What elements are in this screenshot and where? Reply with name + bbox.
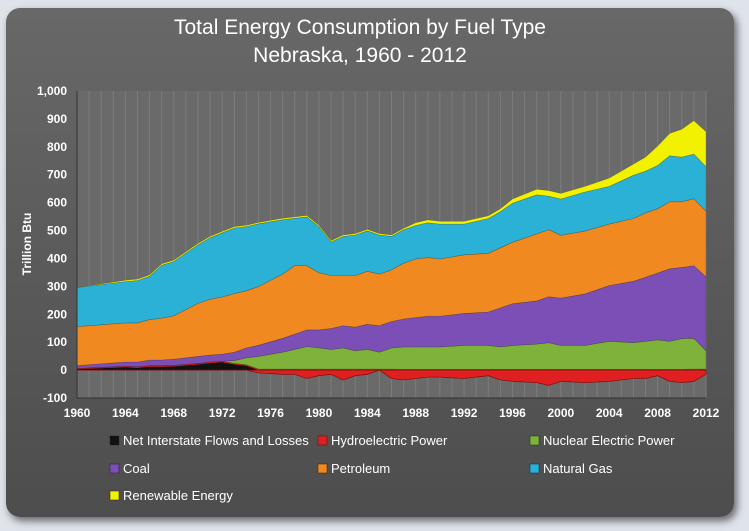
x-tick-label: 1980 — [306, 406, 333, 420]
y-tick-label: 1,000 — [37, 84, 67, 98]
y-tick-label: -100 — [43, 391, 67, 405]
legend-swatch — [317, 463, 328, 474]
legend-label: Petroleum — [331, 461, 390, 476]
x-tick-label: 2012 — [693, 406, 720, 420]
legend-label: Renewable Energy — [123, 488, 233, 503]
legend: Net Interstate Flows and Losses Hydroelec… — [109, 433, 675, 503]
x-tick-label: 1984 — [354, 406, 381, 420]
x-tick-label: 2008 — [644, 406, 671, 420]
x-tick-label: 1972 — [209, 406, 236, 420]
chart-title: Total Energy Consumption by Fuel Type — [174, 16, 546, 39]
y-tick-label: 600 — [47, 196, 67, 210]
y-tick-label: 100 — [47, 335, 67, 349]
legend-label: Coal — [123, 461, 150, 476]
area-series-2 — [76, 337, 707, 370]
x-tick-label: 1968 — [160, 406, 187, 420]
legend-label: Nuclear Electric Power — [543, 433, 675, 448]
x-tick-label: 1992 — [451, 406, 478, 420]
x-tick-label: 2004 — [596, 406, 623, 420]
legend-label: Natural Gas — [543, 461, 613, 476]
legend-label: Net Interstate Flows and Losses — [123, 433, 309, 448]
x-tick-label: 1976 — [257, 406, 284, 420]
legend-swatch — [529, 463, 540, 474]
x-tick-label: 1988 — [402, 406, 429, 420]
y-tick-label: 900 — [47, 112, 67, 126]
y-axis-label: Trillion Btu — [20, 213, 34, 276]
legend-swatch — [109, 463, 120, 474]
y-tick-label: 400 — [47, 251, 67, 265]
legend-swatch — [109, 435, 120, 446]
y-tick-label: 200 — [47, 307, 67, 321]
x-tick-label: 1996 — [499, 406, 526, 420]
legend-label: Hydroelectric Power — [331, 433, 448, 448]
y-tick-label: 0 — [60, 363, 67, 377]
area-series-negative-flows — [77, 369, 707, 386]
legend-swatch — [317, 435, 328, 446]
legend-swatch — [109, 490, 120, 501]
y-tick-label: 500 — [47, 224, 67, 238]
y-tick-label: 800 — [47, 140, 67, 154]
x-tick-label: 1964 — [112, 406, 139, 420]
x-tick-label: 1960 — [64, 406, 91, 420]
legend-swatch — [529, 435, 540, 446]
x-tick-label: 2000 — [547, 406, 574, 420]
plot-area: -100 0 100 200 300 400 500 600 700 800 900 1,000 196… — [37, 84, 720, 420]
area-series-6 — [76, 120, 707, 288]
chart-subtitle: Nebraska, 1960 - 2012 — [253, 44, 467, 67]
y-tick-label: 700 — [47, 168, 67, 182]
y-tick-label: 300 — [47, 279, 67, 293]
